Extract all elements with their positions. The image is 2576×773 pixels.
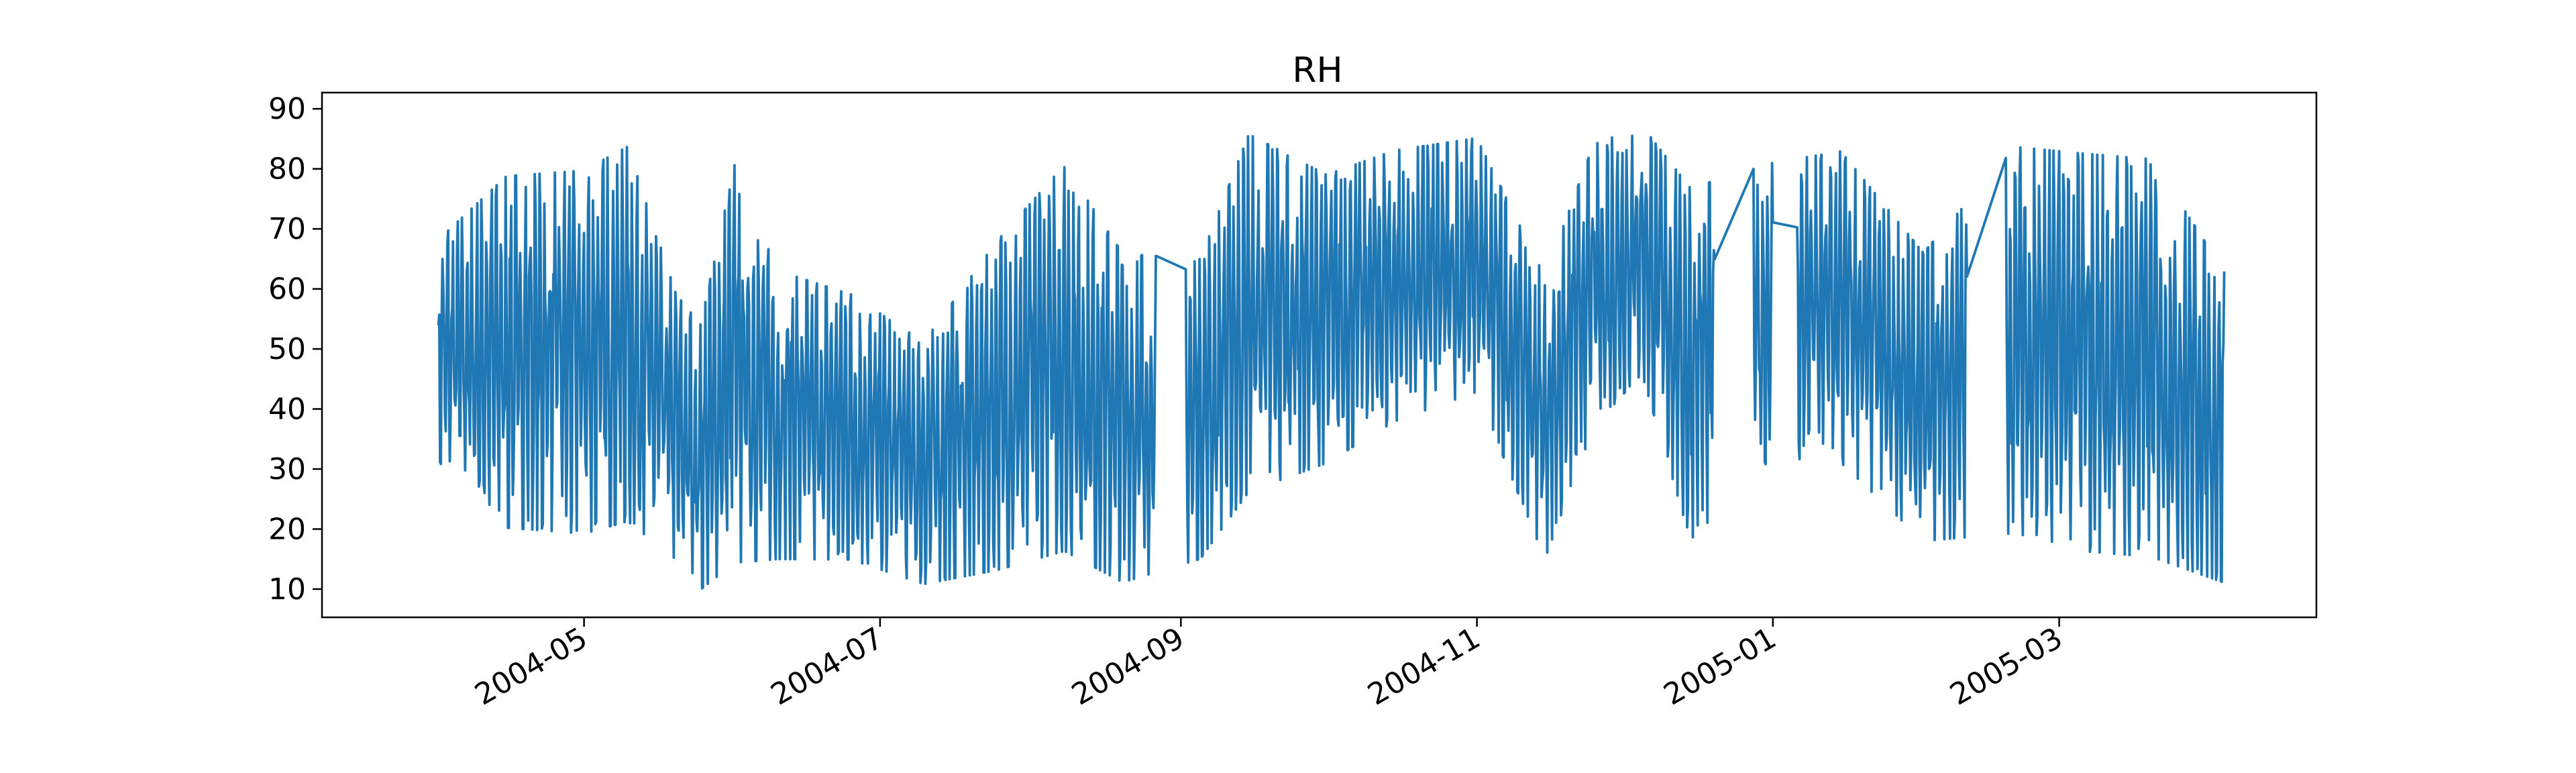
rh-series-line: [437, 134, 2226, 590]
y-tick-label: 60: [268, 272, 306, 307]
y-tick-label: 70: [268, 212, 306, 246]
y-tick-label: 20: [268, 512, 306, 546]
y-tick-label: 40: [268, 393, 306, 427]
plot-area-frame: [321, 91, 2318, 619]
y-tick-label: 90: [268, 92, 306, 126]
y-tick-label: 80: [268, 152, 306, 187]
y-tick-label: 50: [268, 332, 306, 366]
y-tick-label: 10: [268, 572, 306, 607]
series-layer: [437, 134, 2226, 590]
chart-title: RH: [1292, 50, 1342, 91]
y-axis: 10 20 30 40 50 60 70 80 90: [268, 92, 322, 607]
y-tick-label: 30: [268, 452, 306, 486]
